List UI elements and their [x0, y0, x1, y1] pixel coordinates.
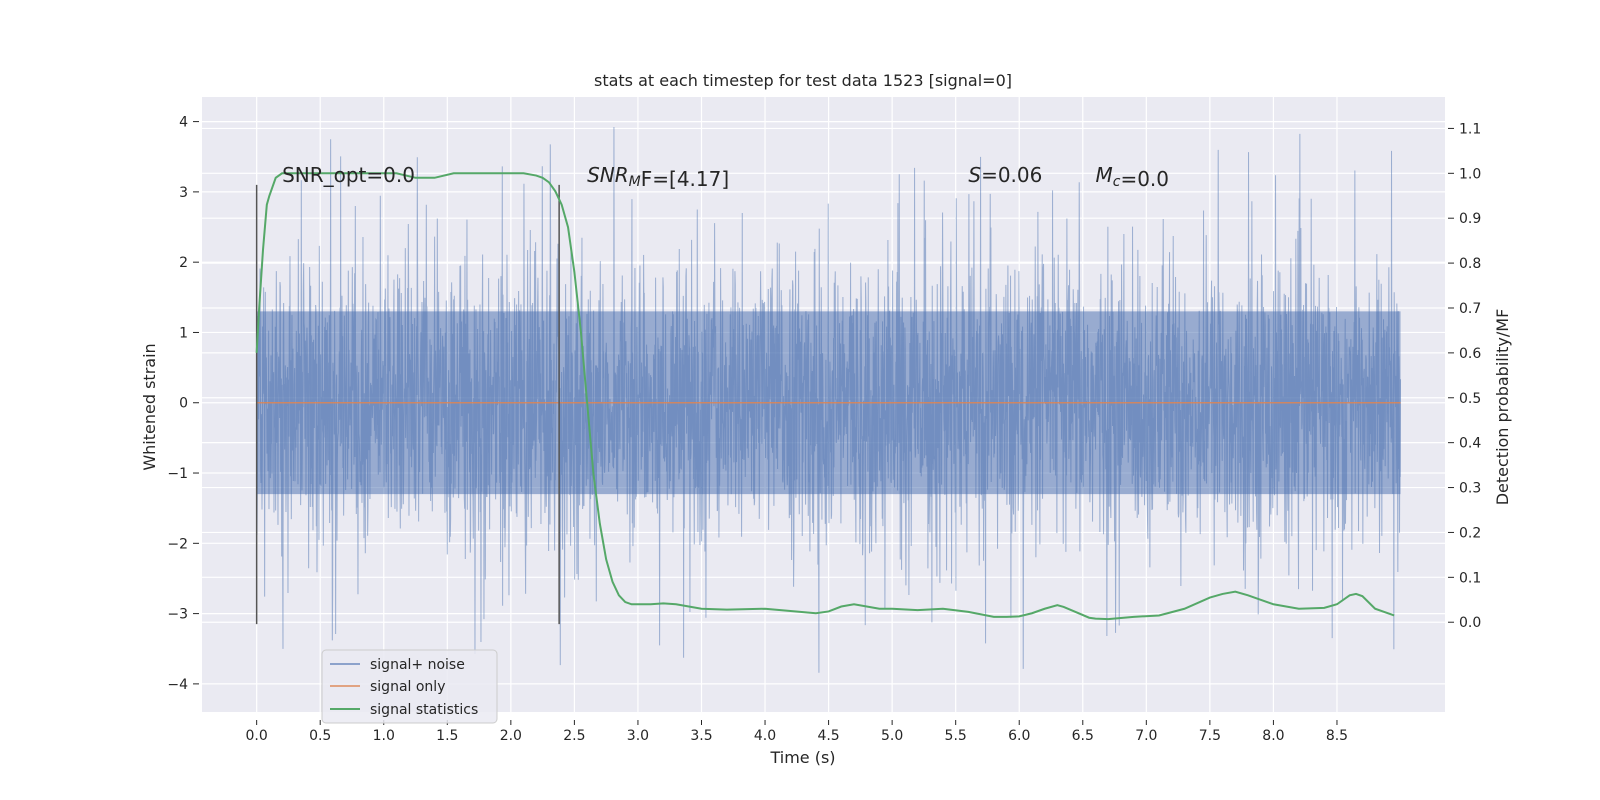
x-axis-ticks: 0.0 0.5 1.0 1.5 2.0 2.5 3.0 3.5 4.0 4.5 5.0 5.5 6.0 6…: [246, 720, 1348, 744]
x-tick-label: 7.5: [1199, 728, 1221, 744]
y2-tick-label: 0.3: [1459, 481, 1481, 497]
annotation-part: M: [1095, 163, 1112, 187]
y-axis-ticks: −4 −3 −2 −1 0 1 2 3 4: [167, 115, 199, 693]
chart-title: stats at each timestep for test data 152…: [594, 71, 1012, 90]
y2-tick-label: 0.8: [1459, 256, 1481, 272]
y2-tick-label: 0.4: [1459, 436, 1481, 452]
x-tick-label: 1.0: [373, 728, 395, 744]
annotation-part: =0.0: [1120, 167, 1169, 191]
legend-label-noise: signal+ noise: [370, 657, 465, 673]
y2-tick-label: 0.6: [1459, 346, 1481, 362]
y-tick-label: −3: [167, 607, 188, 623]
x-tick-label: 6.5: [1072, 728, 1094, 744]
annotation-text: S=0.06: [968, 163, 1042, 187]
x-tick-label: 2.0: [500, 728, 522, 744]
y-tick-label: 1: [179, 325, 188, 341]
y-tick-label: 3: [179, 185, 188, 201]
y2-tick-label: 0.9: [1459, 211, 1481, 227]
y2-tick-label: 0.2: [1459, 525, 1481, 541]
legend-box: [321, 649, 498, 724]
x-tick-label: 0.5: [309, 728, 331, 744]
annotation-part: S: [968, 163, 981, 187]
noise-line: [256, 126, 1402, 673]
statistics-line: [255, 172, 1395, 621]
y2-tick-label: 1.1: [1459, 121, 1481, 137]
y-tick-label: 4: [179, 115, 188, 131]
y2-tick-label: 0.1: [1459, 570, 1481, 586]
annotation-text: Mc=0.0: [1095, 163, 1169, 191]
x-tick-label: 3.5: [690, 728, 712, 744]
annotation-part: =0.06: [981, 163, 1042, 187]
y2-axis-ticks: 0.0 0.1 0.2 0.3 0.4 0.5 0.6 0.7 0.8 0.9 1.0 1.1: [1448, 121, 1481, 631]
y2-tick-label: 0.7: [1459, 301, 1481, 317]
y2-tick-label: 0.0: [1459, 615, 1481, 631]
y-axis-label: Whitened strain: [140, 343, 159, 470]
x-tick-label: 4.0: [754, 728, 776, 744]
y2-tick-label: 0.5: [1459, 391, 1481, 407]
statistics-trace: [255, 172, 1395, 621]
annotation-part: c: [1113, 174, 1121, 190]
annotation-text: SNRMF=[4.17]: [587, 163, 729, 191]
y2-tick-label: 1.0: [1459, 166, 1481, 182]
annotation-part: F=[4.17]: [641, 167, 729, 191]
annotation-part: M: [629, 174, 641, 190]
x-tick-label: 6.0: [1008, 728, 1030, 744]
x-tick-label: 5.0: [881, 728, 903, 744]
y2-axis-label: Detection probability/MF: [1493, 309, 1512, 506]
x-tick-label: 0.0: [246, 728, 268, 744]
legend-label-statistics: signal statistics: [370, 702, 478, 718]
x-tick-label: 4.5: [817, 728, 839, 744]
x-tick-label: 2.5: [563, 728, 585, 744]
x-tick-label: 3.0: [627, 728, 649, 744]
x-axis-label: Time (s): [769, 748, 835, 767]
x-tick-label: 7.0: [1135, 728, 1157, 744]
x-tick-label: 8.0: [1262, 728, 1284, 744]
annotation-part: SNR: [587, 163, 629, 187]
y-tick-label: 2: [179, 255, 188, 271]
x-tick-label: 5.5: [945, 728, 967, 744]
legend: signal+ noise signal only signal statist…: [321, 649, 498, 724]
y-tick-label: −4: [167, 677, 188, 693]
y-tick-label: −1: [167, 466, 188, 482]
y-tick-label: −2: [167, 536, 188, 552]
annotation-part: SNR_opt=0.0: [282, 163, 415, 187]
x-tick-label: 8.5: [1326, 728, 1348, 744]
y-tick-label: 0: [179, 396, 188, 412]
x-tick-label: 1.5: [436, 728, 458, 744]
marker-lines: [255, 184, 560, 625]
legend-label-signal-only: signal only: [370, 679, 445, 695]
annotations: SNR_opt=0.0 SNRMF=[4.17] S=0.06 Mc=0.0: [282, 163, 1169, 191]
annotation-text: SNR_opt=0.0: [282, 163, 415, 187]
